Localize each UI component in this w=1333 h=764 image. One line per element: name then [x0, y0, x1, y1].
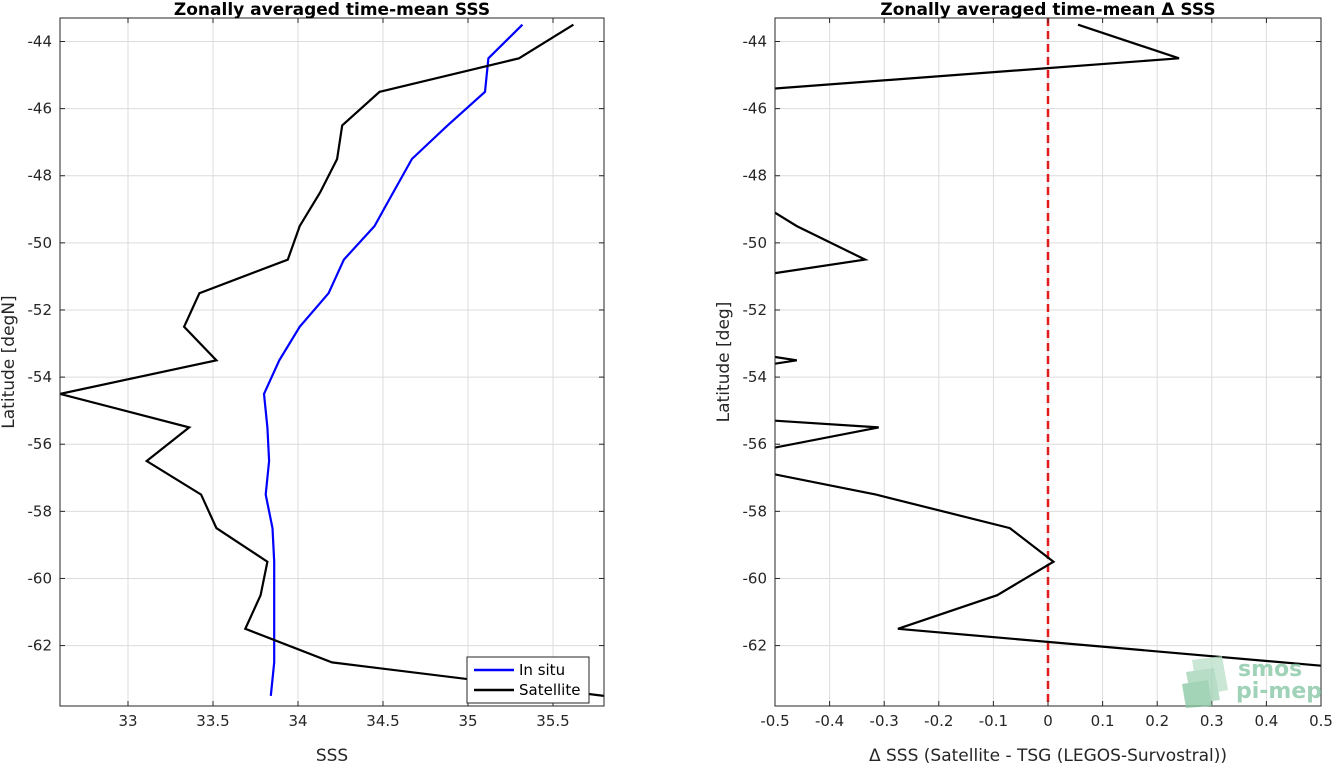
- smos-pi-mep-watermark: smos pi-mep: [1182, 656, 1322, 708]
- legend-box: [466, 656, 590, 704]
- y-tick-label: -54: [743, 368, 768, 386]
- series-line-delta-sss: [775, 355, 797, 365]
- y-tick-label: -50: [743, 234, 768, 252]
- x-tick-label: 0.2: [1145, 712, 1169, 730]
- y-tick-label: -52: [28, 301, 53, 319]
- left-ticks: 33 33.5 34 34.5 35 35.5 -62 -60 -58 -56 -54 -52 -50 -…: [28, 18, 604, 730]
- right-y-axis-label: Latitude [deg]: [714, 302, 734, 423]
- right-ticks: -0.5 -0.4 -0.3 -0.2 -0.1 0 0.1 0.2 0.3 0.4 0.5 -62 -…: [743, 18, 1333, 730]
- y-tick-label: -48: [28, 167, 53, 185]
- x-tick-label: 35: [458, 712, 477, 730]
- x-tick-label: 34: [288, 712, 307, 730]
- y-tick-label: -56: [28, 435, 53, 453]
- right-x-axis-label: Δ SSS (Satellite - TSG (LEGOS-Survostral…: [869, 746, 1227, 764]
- left-chart-title: Zonally averaged time-mean SSS: [174, 0, 490, 20]
- x-tick-label: -0.2: [924, 712, 953, 730]
- x-tick-label: -0.5: [760, 712, 789, 730]
- watermark-logo-icon: [1182, 656, 1228, 708]
- watermark-text-pi-mep: pi-mep: [1236, 679, 1322, 704]
- y-tick-label: -52: [743, 301, 768, 319]
- left-x-axis-label: SSS: [316, 746, 348, 764]
- y-tick-label: -44: [743, 32, 768, 50]
- series-line-delta-sss: [775, 473, 1321, 667]
- legend-label-in-situ: In situ: [519, 661, 565, 679]
- left-data-lines: [60, 23, 604, 697]
- y-tick-label: -48: [743, 167, 768, 185]
- x-tick-label: -0.3: [870, 712, 899, 730]
- y-tick-label: -60: [743, 569, 768, 587]
- series-line-in-situ: [262, 23, 524, 697]
- right-chart-title: Zonally averaged time-mean Δ SSS: [880, 0, 1215, 20]
- x-tick-label: 0.5: [1309, 712, 1333, 730]
- x-tick-label: 33: [118, 712, 137, 730]
- x-tick-label: 0.3: [1200, 712, 1224, 730]
- y-tick-label: -44: [28, 32, 53, 50]
- y-tick-label: -62: [28, 637, 53, 655]
- y-tick-label: -58: [28, 502, 53, 520]
- y-tick-label: -60: [28, 569, 53, 587]
- left-axes-box: [59, 17, 605, 707]
- x-tick-label: 35.5: [536, 712, 569, 730]
- right-panel: -0.5 -0.4 -0.3 -0.2 -0.1 0 0.1 0.2 0.3 0.4 0.5 -62 -…: [714, 0, 1333, 764]
- left-grid: [60, 18, 604, 706]
- x-tick-label: 0.4: [1254, 712, 1278, 730]
- x-tick-label: 33.5: [196, 712, 229, 730]
- left-panel: 33 33.5 34 34.5 35 35.5 -62 -60 -58 -56 -54 -52 -50 -…: [0, 0, 605, 764]
- y-tick-label: -62: [743, 637, 768, 655]
- legend-label-satellite: Satellite: [519, 681, 580, 699]
- x-tick-label: 0: [1043, 712, 1053, 730]
- x-tick-label: -0.4: [815, 712, 844, 730]
- x-tick-label: -0.1: [979, 712, 1008, 730]
- y-tick-label: -46: [28, 100, 53, 118]
- y-tick-label: -50: [28, 234, 53, 252]
- right-data-lines: [775, 18, 1321, 706]
- x-tick-label: 34.5: [366, 712, 399, 730]
- series-line-delta-sss: [775, 419, 879, 449]
- y-tick-label: -58: [743, 502, 768, 520]
- series-line-delta-sss: [775, 23, 1180, 90]
- y-tick-label: -56: [743, 435, 768, 453]
- x-tick-label: 0.1: [1091, 712, 1115, 730]
- series-line-satellite: [60, 23, 604, 697]
- legend: In situ Satellite: [466, 656, 590, 704]
- left-y-axis-label: Latitude [degN]: [0, 295, 19, 428]
- series-line-delta-sss: [775, 211, 869, 275]
- y-tick-label: -54: [28, 368, 53, 386]
- watermark-text-smos: smos: [1238, 657, 1302, 682]
- y-tick-label: -46: [743, 100, 768, 118]
